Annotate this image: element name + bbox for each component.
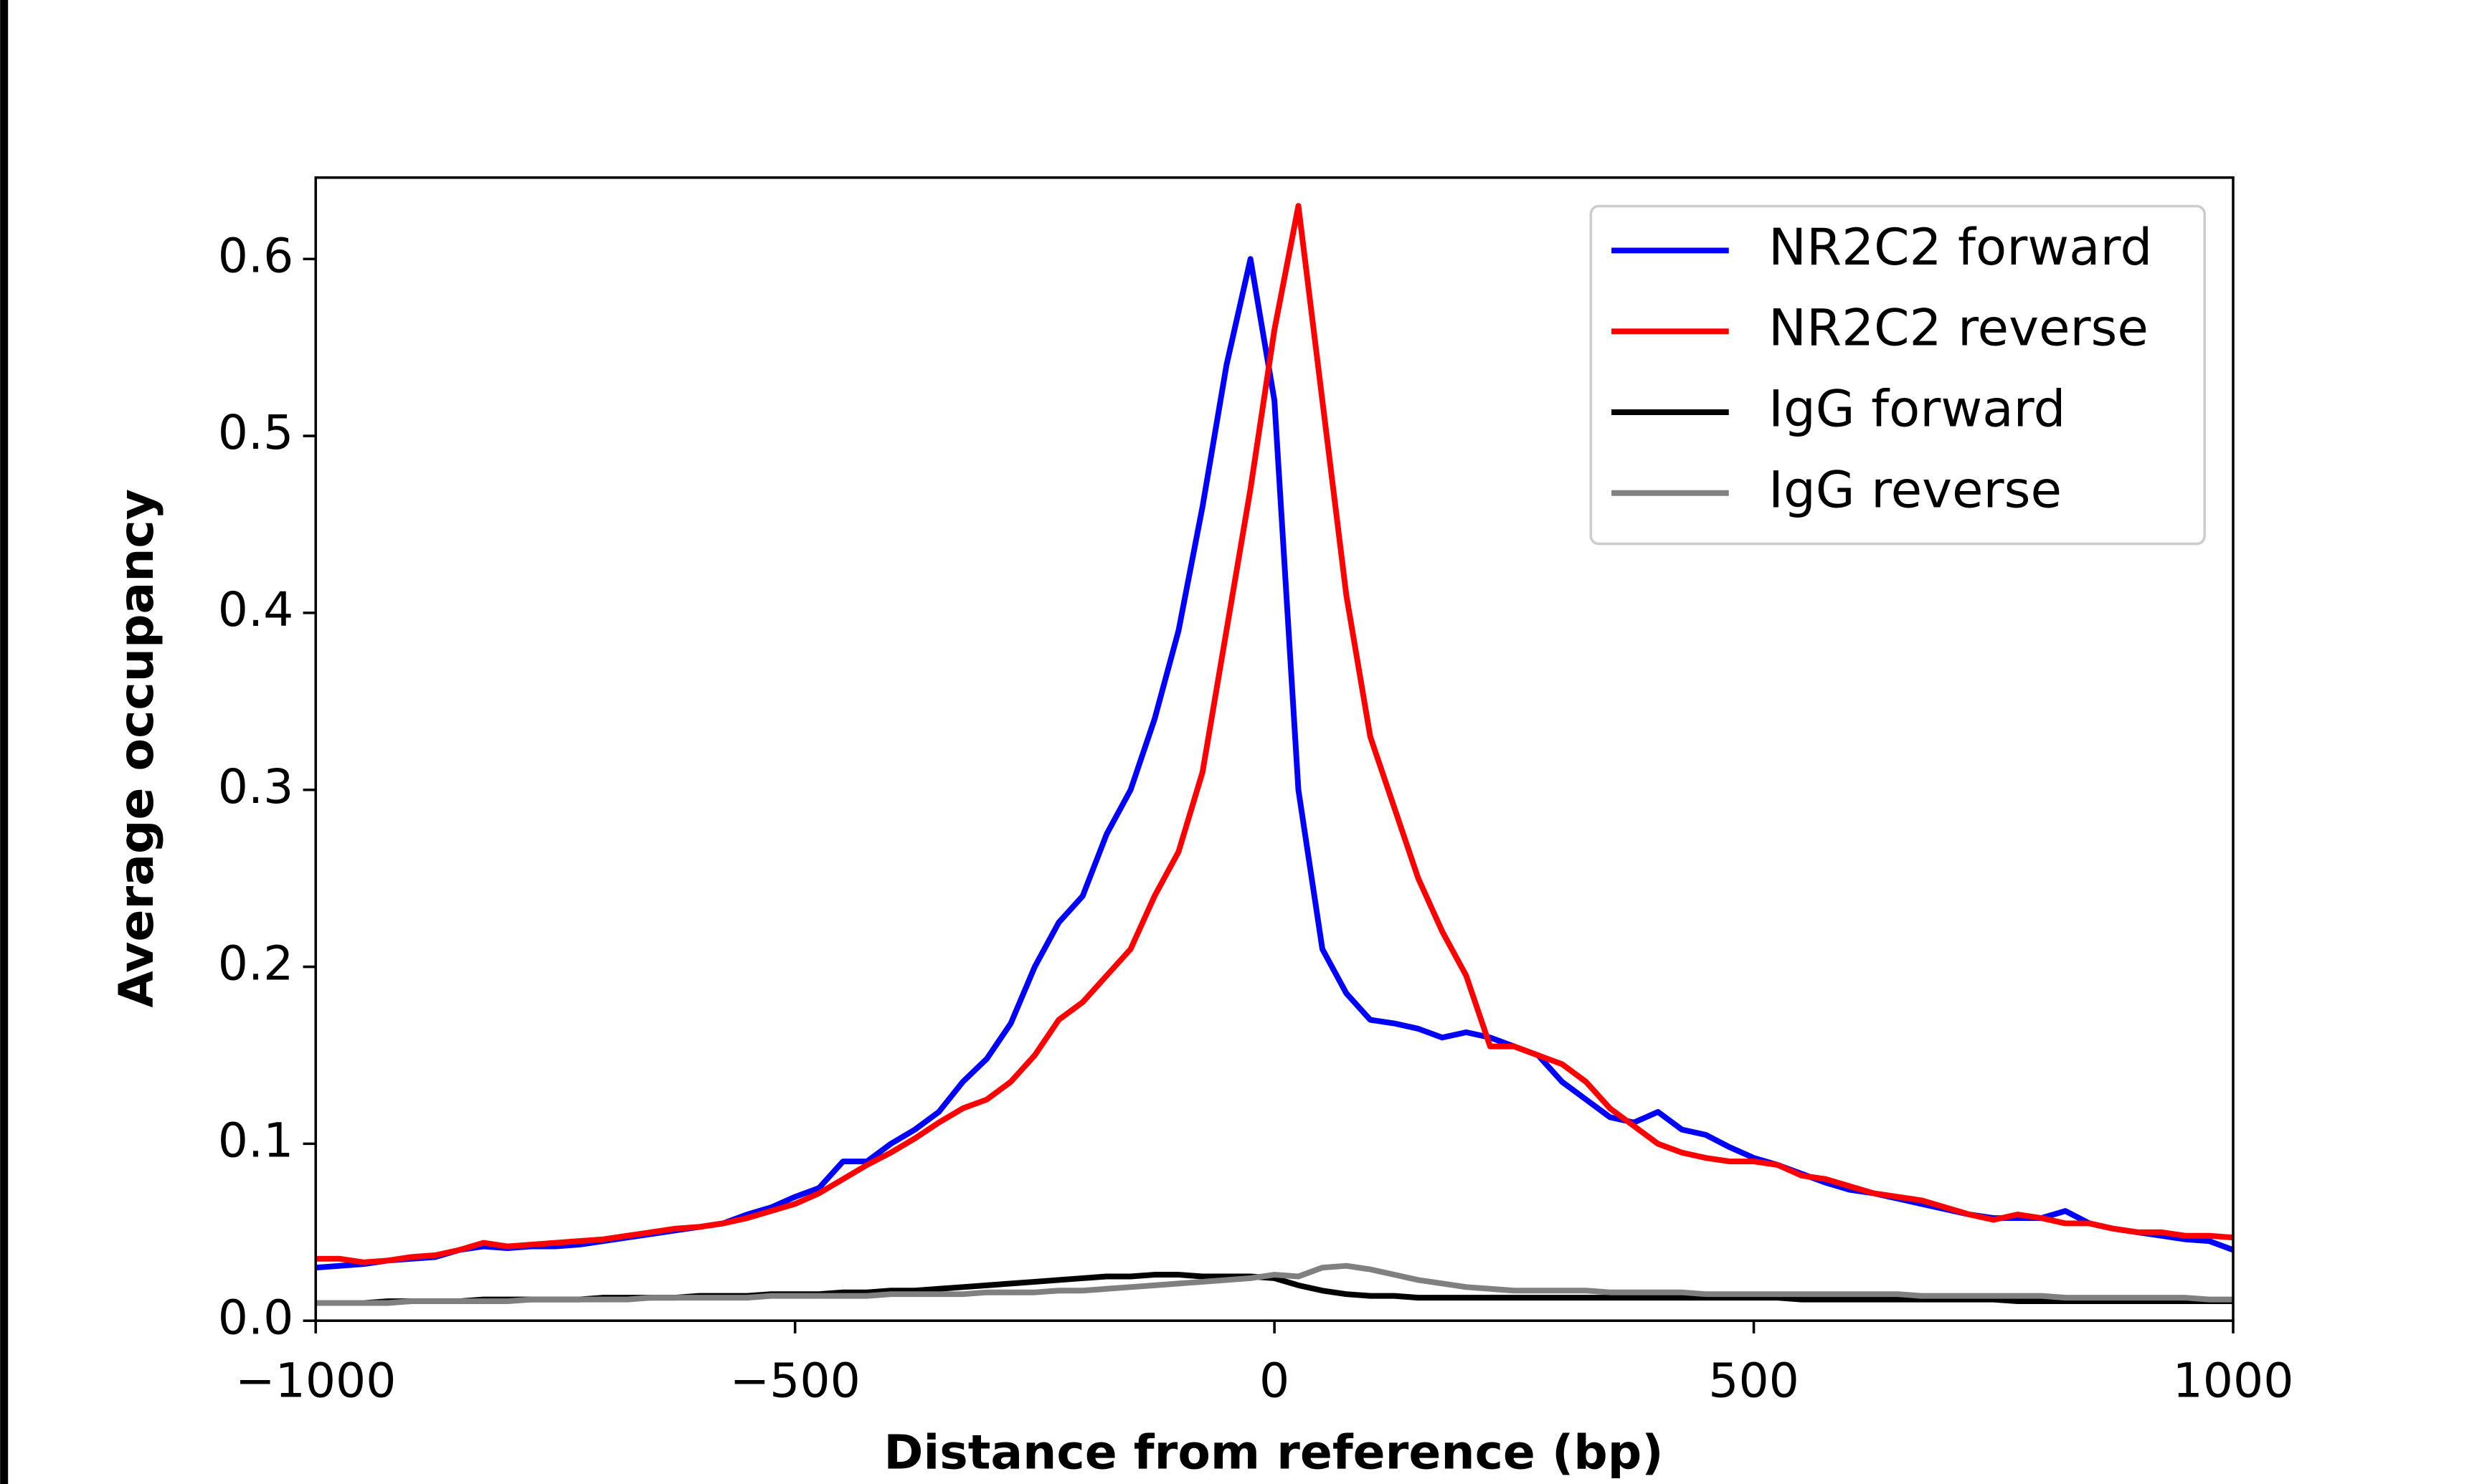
x-tick-label: 0 xyxy=(1259,1353,1289,1409)
legend-label: IgG reverse xyxy=(1768,460,2062,519)
x-tick-label: 500 xyxy=(1708,1353,1799,1409)
x-axis-label: Distance from reference (bp) xyxy=(884,1424,1663,1480)
legend-label: NR2C2 reverse xyxy=(1768,298,2149,358)
y-tick-label: 0.4 xyxy=(218,581,293,637)
y-tick-label: 0.2 xyxy=(218,936,293,991)
y-tick-label: 0.3 xyxy=(218,758,293,814)
x-tick-label: 1000 xyxy=(2173,1353,2294,1409)
x-tick-label: −500 xyxy=(730,1353,861,1409)
y-tick-label: 0.1 xyxy=(218,1112,293,1168)
plot-frame xyxy=(314,176,2235,1322)
y-tick-label: 0.5 xyxy=(218,404,293,460)
left-edge xyxy=(0,0,9,1484)
y-tick-label: 0.6 xyxy=(218,227,293,283)
x-tick-label: −1000 xyxy=(235,1353,396,1409)
legend-box xyxy=(1589,204,2206,546)
legend-label: NR2C2 forward xyxy=(1768,217,2152,277)
y-tick-label: 0.0 xyxy=(218,1289,293,1345)
series-line xyxy=(316,1262,2234,1306)
series-line xyxy=(316,203,2234,1265)
y-axis-label: Average occupancy xyxy=(108,489,164,1008)
legend-label: IgG forward xyxy=(1768,379,2065,439)
